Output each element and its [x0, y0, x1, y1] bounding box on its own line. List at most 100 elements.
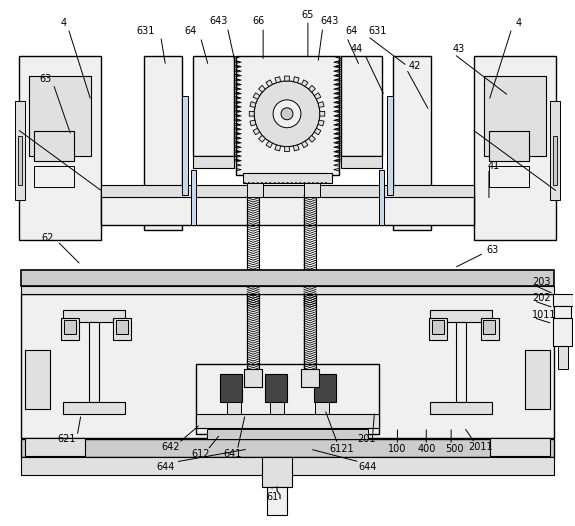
- Text: 203: 203: [532, 277, 551, 287]
- Polygon shape: [250, 102, 256, 107]
- Polygon shape: [301, 141, 308, 148]
- Bar: [430, 402, 492, 414]
- Polygon shape: [318, 120, 324, 126]
- Bar: [247, 184, 263, 197]
- Bar: [314, 375, 336, 402]
- Bar: [315, 402, 329, 414]
- Text: 6121: 6121: [329, 444, 354, 454]
- Bar: [490, 438, 550, 456]
- Bar: [474, 56, 555, 240]
- Text: 1011: 1011: [532, 310, 557, 320]
- Bar: [243, 174, 332, 184]
- Bar: [190, 170, 197, 225]
- Polygon shape: [253, 128, 260, 135]
- Bar: [550, 101, 559, 200]
- Bar: [21, 286, 554, 294]
- Bar: [34, 130, 74, 160]
- Circle shape: [273, 100, 301, 128]
- Bar: [430, 310, 492, 322]
- Text: 643: 643: [321, 16, 339, 26]
- Polygon shape: [275, 145, 281, 151]
- Bar: [489, 130, 529, 160]
- Bar: [525, 350, 550, 409]
- Bar: [236, 56, 339, 176]
- Bar: [553, 294, 573, 306]
- Bar: [265, 375, 287, 402]
- Bar: [393, 56, 431, 230]
- Text: 65: 65: [302, 11, 314, 21]
- Text: 631: 631: [369, 26, 387, 36]
- Bar: [267, 487, 287, 514]
- Bar: [484, 76, 546, 156]
- Bar: [301, 369, 319, 387]
- Text: 100: 100: [388, 444, 407, 454]
- Bar: [481, 318, 499, 340]
- Bar: [262, 457, 292, 487]
- Bar: [182, 96, 187, 195]
- Bar: [116, 320, 128, 333]
- Polygon shape: [250, 112, 254, 116]
- Bar: [388, 96, 393, 195]
- Bar: [270, 402, 284, 414]
- Polygon shape: [315, 93, 321, 99]
- Bar: [489, 166, 529, 187]
- Polygon shape: [253, 93, 260, 99]
- Bar: [553, 136, 557, 185]
- Text: 62: 62: [41, 233, 53, 243]
- Bar: [208, 429, 367, 439]
- Text: 400: 400: [417, 444, 435, 454]
- Bar: [341, 156, 382, 167]
- Bar: [553, 318, 573, 346]
- Text: 644: 644: [156, 462, 175, 472]
- Polygon shape: [309, 85, 316, 92]
- Polygon shape: [250, 120, 256, 126]
- Circle shape: [281, 108, 293, 120]
- Bar: [483, 320, 495, 333]
- Bar: [21, 457, 554, 475]
- Text: 621: 621: [57, 434, 75, 444]
- Circle shape: [254, 81, 320, 147]
- Polygon shape: [293, 145, 299, 151]
- Text: 63: 63: [487, 245, 499, 255]
- Bar: [220, 375, 242, 402]
- Bar: [378, 170, 385, 225]
- Bar: [430, 318, 447, 340]
- Bar: [456, 322, 466, 402]
- Bar: [21, 439, 554, 457]
- Bar: [144, 56, 182, 230]
- Bar: [25, 350, 50, 409]
- Text: 4: 4: [60, 18, 66, 28]
- Bar: [197, 365, 378, 434]
- Bar: [29, 76, 91, 156]
- Polygon shape: [266, 141, 273, 148]
- Text: 64: 64: [346, 26, 358, 36]
- Bar: [304, 184, 320, 197]
- Bar: [341, 56, 382, 156]
- Polygon shape: [293, 77, 299, 83]
- Text: 643: 643: [209, 16, 228, 26]
- Polygon shape: [259, 85, 265, 92]
- Polygon shape: [309, 135, 316, 142]
- Text: 612: 612: [191, 449, 210, 459]
- Bar: [113, 318, 131, 340]
- Bar: [25, 438, 85, 456]
- Bar: [89, 322, 99, 402]
- Bar: [193, 156, 234, 167]
- Bar: [21, 294, 554, 438]
- Text: 64: 64: [185, 26, 197, 36]
- Text: 42: 42: [408, 61, 420, 71]
- Text: 2011: 2011: [469, 442, 493, 452]
- Text: 4: 4: [516, 18, 522, 28]
- Polygon shape: [266, 80, 273, 86]
- Bar: [101, 195, 474, 225]
- Bar: [558, 310, 568, 369]
- Polygon shape: [285, 76, 289, 81]
- Bar: [227, 402, 241, 414]
- Polygon shape: [315, 128, 321, 135]
- Bar: [432, 320, 444, 333]
- Polygon shape: [320, 112, 325, 116]
- Polygon shape: [285, 147, 289, 151]
- Text: 61: 61: [266, 492, 278, 502]
- Polygon shape: [318, 102, 324, 107]
- Bar: [16, 101, 25, 200]
